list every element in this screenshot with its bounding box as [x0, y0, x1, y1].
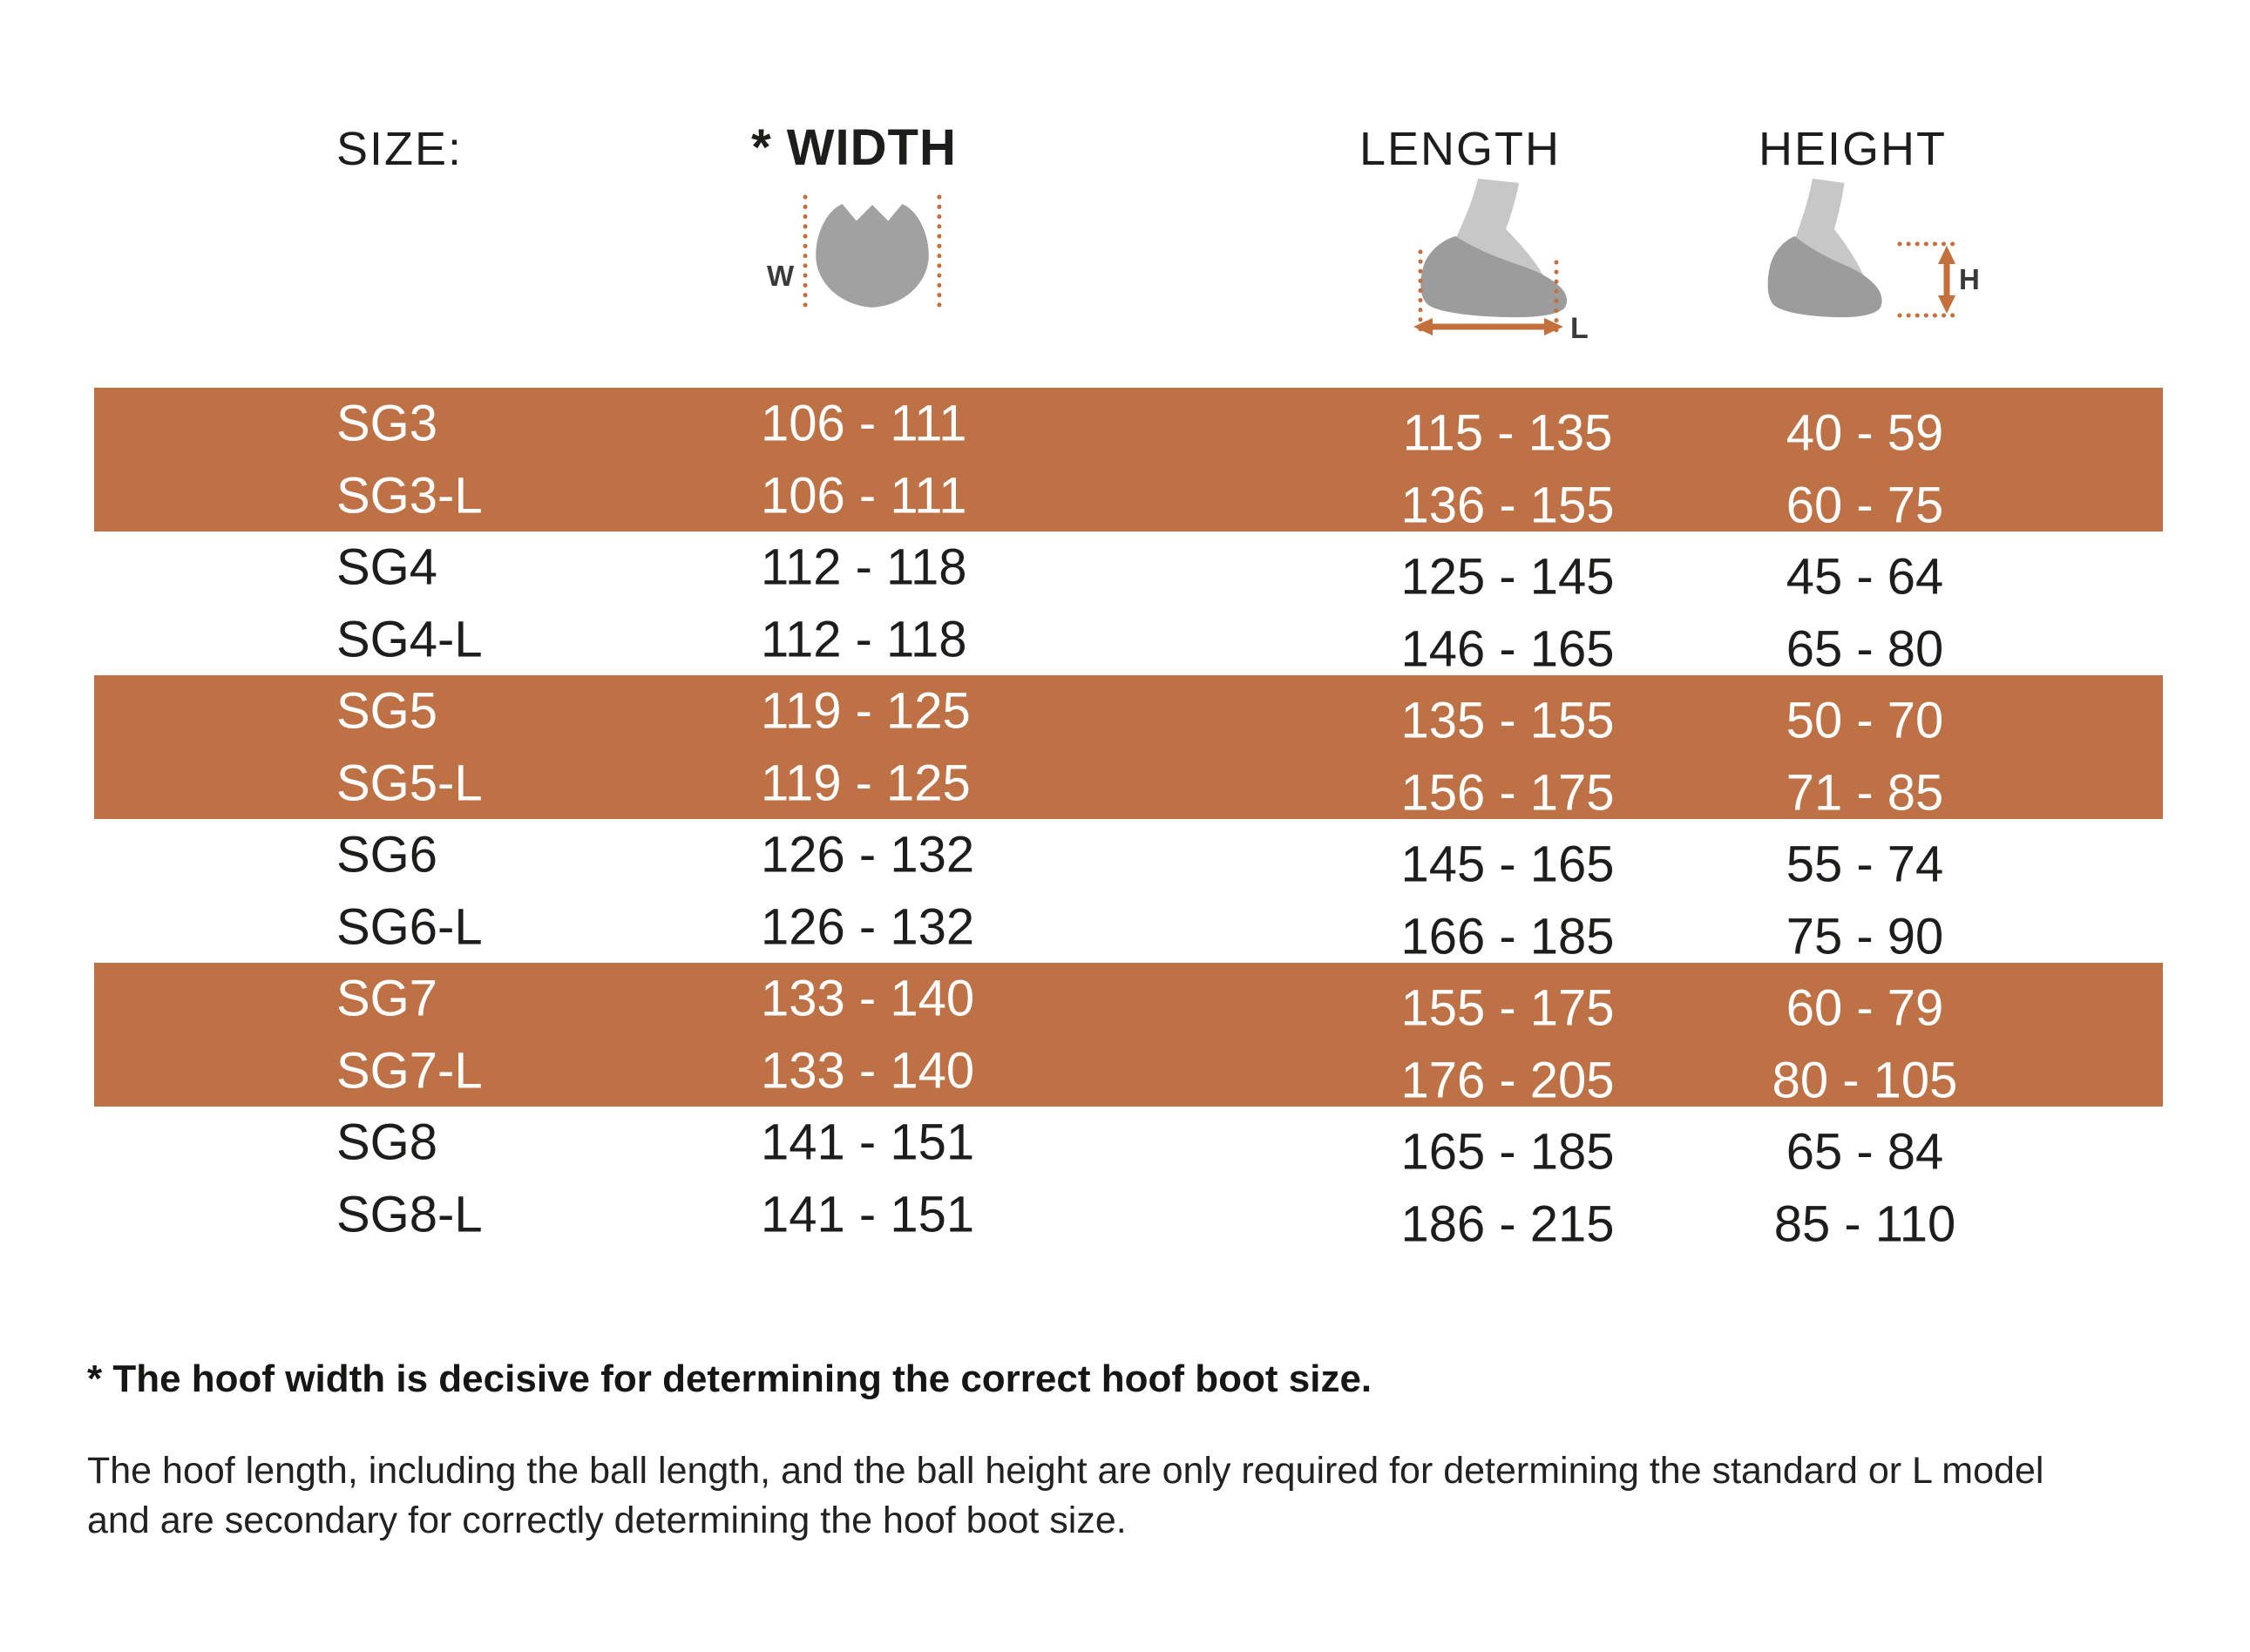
length-cell: 115 - 135 — [1402, 404, 1613, 462]
width-cell: 133 - 140 — [761, 1042, 975, 1100]
width-cell: 112 - 118 — [761, 538, 967, 596]
height-cell: 60 - 75 — [1786, 477, 1944, 534]
size-cell: SG3-L — [336, 467, 483, 525]
height-cell: 75 - 90 — [1786, 908, 1944, 965]
height-cell: 65 - 84 — [1786, 1123, 1944, 1181]
table-row: SG5 119 - 125 135 - 155 50 - 70 — [94, 675, 2163, 749]
size-cell: SG7-L — [336, 1042, 483, 1100]
width-measure-label: W — [767, 260, 795, 292]
column-header-length: LENGTH — [1359, 123, 1562, 175]
column-header-size: SIZE: — [336, 123, 464, 175]
table-row: SG8 141 - 151 165 - 185 65 - 84 — [94, 1107, 2163, 1181]
width-cell: 133 - 140 — [761, 970, 975, 1027]
table-row: SG4-L 112 - 118 146 - 165 65 - 80 — [94, 604, 2163, 678]
length-cell: 136 - 155 — [1400, 477, 1615, 534]
table-band: SG6 126 - 132 145 - 165 55 - 74 SG6-L 12… — [94, 819, 2163, 965]
table-row: SG4 112 - 118 125 - 145 45 - 64 — [94, 531, 2163, 606]
height-cell: 50 - 70 — [1786, 692, 1944, 749]
length-measure-label: L — [1570, 312, 1589, 345]
size-cell: SG6-L — [336, 898, 483, 956]
table-row: SG3 106 - 111 115 - 135 40 - 59 — [94, 388, 2163, 462]
height-cell: 60 - 79 — [1786, 979, 1944, 1037]
size-cell: SG4 — [336, 538, 438, 596]
width-cell: 126 - 132 — [761, 826, 975, 884]
size-cell: SG3 — [336, 395, 438, 452]
width-cell: 119 - 125 — [761, 755, 971, 812]
size-cell: SG6 — [336, 826, 438, 884]
table-band: SG8 141 - 151 165 - 185 65 - 84 SG8-L 14… — [94, 1107, 2163, 1253]
length-cell: 165 - 185 — [1400, 1123, 1615, 1181]
length-cell: 135 - 155 — [1400, 692, 1615, 749]
table-row: SG5-L 119 - 125 156 - 175 71 - 85 — [94, 748, 2163, 822]
table-band: SG3 106 - 111 115 - 135 40 - 59 SG3-L 10… — [94, 388, 2163, 534]
length-cell: 125 - 145 — [1400, 548, 1615, 606]
size-cell: SG7 — [336, 970, 438, 1027]
height-cell: 40 - 59 — [1786, 404, 1944, 462]
table-band: SG4 112 - 118 125 - 145 45 - 64 SG4-L 11… — [94, 531, 2163, 678]
column-header-width: * WIDTH — [751, 119, 957, 176]
width-cell: 106 - 111 — [761, 467, 967, 525]
length-cell: 186 - 215 — [1400, 1195, 1615, 1253]
footnote-paragraph: The hoof length, including the ball leng… — [87, 1450, 2044, 1542]
width-cell: 119 - 125 — [761, 682, 971, 740]
width-cell: 141 - 151 — [761, 1186, 975, 1243]
size-cell: SG4-L — [336, 611, 483, 668]
length-cell: 146 - 165 — [1400, 620, 1615, 678]
width-cell: 112 - 118 — [761, 611, 967, 668]
height-cell: 71 - 85 — [1786, 764, 1944, 822]
hoof-sole-icon — [803, 194, 942, 317]
length-cell: 176 - 205 — [1400, 1052, 1615, 1109]
height-cell: 65 - 80 — [1786, 620, 1944, 678]
footnote-width-decisive: * The hoof width is decisive for determi… — [87, 1357, 1372, 1400]
table-band: SG5 119 - 125 135 - 155 50 - 70 SG5-L 11… — [94, 675, 2163, 822]
height-cell: 80 - 105 — [1772, 1052, 1958, 1109]
table-row: SG7 133 - 140 155 - 175 60 - 79 — [94, 963, 2163, 1037]
hoof-side-icon — [1413, 179, 1568, 338]
size-cell: SG5 — [336, 682, 438, 740]
length-cell: 155 - 175 — [1400, 979, 1615, 1037]
size-cell: SG5-L — [336, 755, 483, 812]
length-cell: 166 - 185 — [1400, 908, 1615, 965]
size-cell: SG8 — [336, 1114, 438, 1171]
hoof-side-icon — [1767, 179, 1963, 318]
height-cell: 45 - 64 — [1786, 548, 1944, 606]
table-band: SG7 133 - 140 155 - 175 60 - 79 SG7-L 13… — [94, 963, 2163, 1109]
column-header-height: HEIGHT — [1759, 123, 1948, 175]
width-cell: 106 - 111 — [761, 395, 967, 452]
width-cell: 126 - 132 — [761, 898, 975, 956]
length-cell: 156 - 175 — [1400, 764, 1615, 822]
table-row: SG7-L 133 - 140 176 - 205 80 - 105 — [94, 1035, 2163, 1109]
table-row: SG6-L 126 - 132 166 - 185 75 - 90 — [94, 891, 2163, 965]
table-row: SG8-L 141 - 151 186 - 215 85 - 110 — [94, 1179, 2163, 1253]
width-cell: 141 - 151 — [761, 1114, 975, 1171]
length-cell: 145 - 165 — [1400, 836, 1615, 893]
height-measure-label: H — [1959, 263, 1980, 295]
height-cell: 55 - 74 — [1786, 836, 1944, 893]
table-row: SG3-L 106 - 111 136 - 155 60 - 75 — [94, 460, 2163, 534]
table-row: SG6 126 - 132 145 - 165 55 - 74 — [94, 819, 2163, 893]
size-cell: SG8-L — [336, 1186, 483, 1243]
height-cell: 85 - 110 — [1773, 1195, 1956, 1253]
